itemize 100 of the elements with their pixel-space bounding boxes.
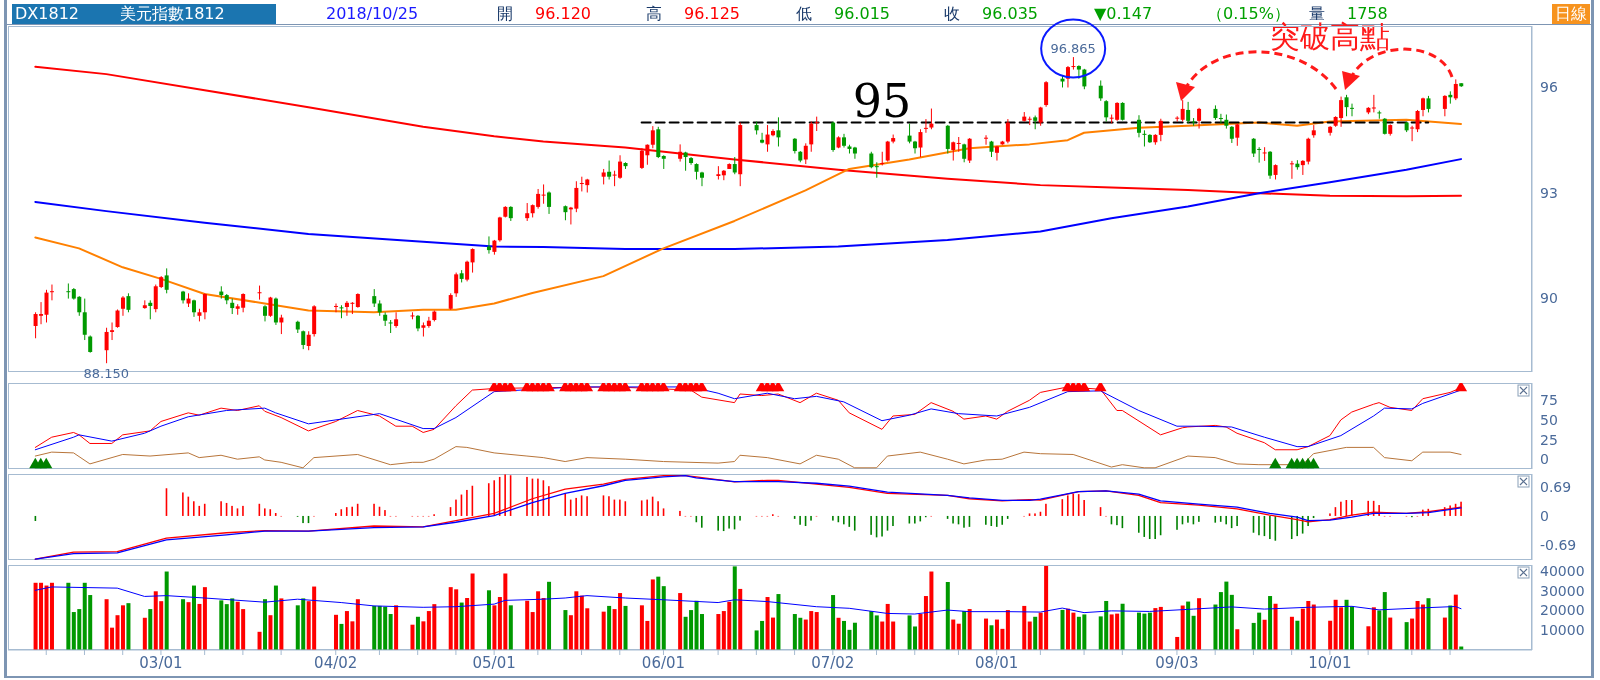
bar bbox=[120, 605, 125, 650]
candlestick bbox=[1218, 113, 1223, 124]
bar bbox=[1175, 636, 1180, 650]
bar bbox=[1442, 617, 1447, 650]
y-tick-label: 30000 bbox=[1540, 582, 1585, 599]
y-tick-label: 93 bbox=[1540, 184, 1558, 201]
bar bbox=[831, 595, 836, 650]
text: 高 96.125 bbox=[646, 4, 740, 23]
bar bbox=[202, 587, 207, 650]
candlestick bbox=[716, 165, 721, 180]
candlestick bbox=[923, 118, 928, 134]
text: 收 96.035 bbox=[944, 4, 1038, 23]
bar bbox=[388, 614, 393, 650]
candlestick bbox=[765, 124, 770, 153]
text: 低 96.015 bbox=[796, 4, 890, 23]
bar bbox=[814, 612, 819, 650]
y-tick-label: 90 bbox=[1540, 290, 1558, 307]
bar bbox=[66, 582, 71, 650]
bar bbox=[918, 614, 923, 650]
bar bbox=[525, 600, 530, 650]
bar bbox=[1005, 610, 1010, 650]
bar bbox=[1382, 592, 1387, 650]
candlestick bbox=[918, 128, 923, 158]
bar bbox=[1027, 621, 1032, 650]
bar bbox=[989, 625, 994, 650]
bar bbox=[459, 602, 464, 650]
candlestick bbox=[874, 161, 879, 179]
candlestick bbox=[907, 123, 912, 144]
candlestick bbox=[120, 295, 125, 317]
bar bbox=[355, 599, 360, 650]
bar bbox=[1197, 598, 1202, 650]
bar bbox=[1388, 617, 1393, 650]
text: （0.15%） bbox=[1207, 4, 1290, 23]
bar bbox=[951, 619, 956, 650]
line-series bbox=[34, 158, 1462, 251]
bar bbox=[470, 573, 475, 650]
candlestick bbox=[1142, 129, 1147, 147]
candlestick bbox=[470, 247, 475, 274]
bar bbox=[334, 614, 339, 650]
x-tick-label: 03/01 bbox=[139, 653, 183, 672]
candlestick bbox=[273, 297, 278, 326]
candlestick bbox=[257, 285, 262, 301]
candlestick bbox=[699, 171, 704, 187]
candlestick bbox=[104, 327, 109, 364]
candlestick bbox=[885, 140, 890, 163]
bar bbox=[1289, 616, 1294, 650]
bar bbox=[421, 621, 426, 650]
line-series bbox=[34, 586, 1462, 615]
bar bbox=[1186, 601, 1191, 650]
candlestick bbox=[945, 124, 950, 155]
bar bbox=[1180, 605, 1185, 650]
candlestick bbox=[678, 143, 683, 163]
bar bbox=[607, 605, 612, 650]
bar bbox=[339, 623, 344, 650]
x-tick-label: 10/01 bbox=[1308, 653, 1352, 672]
bar bbox=[738, 588, 743, 650]
y-tick-label: 0 bbox=[1540, 507, 1549, 524]
candlestick bbox=[776, 116, 781, 147]
candlestick bbox=[994, 145, 999, 162]
bar bbox=[541, 598, 546, 650]
bar bbox=[547, 581, 552, 650]
candlestick bbox=[126, 292, 131, 313]
bar bbox=[1328, 620, 1333, 650]
candlestick bbox=[1197, 107, 1202, 130]
bar bbox=[967, 609, 972, 650]
bar bbox=[415, 616, 420, 650]
bar bbox=[465, 598, 470, 650]
bar bbox=[410, 624, 415, 650]
bar bbox=[1120, 603, 1125, 650]
candlestick bbox=[1344, 94, 1349, 117]
x-tick-label: 07/02 bbox=[811, 653, 855, 672]
bar bbox=[678, 593, 683, 650]
candlestick bbox=[202, 292, 207, 320]
x-tick-label: 04/02 bbox=[314, 653, 358, 672]
bar bbox=[486, 590, 491, 650]
bar bbox=[650, 579, 655, 650]
bar bbox=[1033, 616, 1038, 650]
bar bbox=[394, 605, 399, 650]
bar bbox=[956, 623, 961, 650]
bar bbox=[219, 600, 224, 650]
y-tick-label: -0.69 bbox=[1540, 536, 1577, 553]
candlestick bbox=[148, 299, 153, 320]
candlestick bbox=[164, 267, 169, 294]
annotation: 95 bbox=[852, 73, 912, 128]
candlestick bbox=[1098, 79, 1103, 102]
candlestick bbox=[454, 272, 459, 298]
bar bbox=[945, 582, 950, 650]
candlestick bbox=[497, 216, 502, 243]
y-tick-label: 0.69 bbox=[1540, 478, 1572, 495]
bar bbox=[164, 571, 169, 650]
candlestick bbox=[1076, 64, 1081, 80]
bar bbox=[372, 605, 377, 650]
bar bbox=[126, 603, 131, 650]
bar bbox=[656, 576, 661, 650]
candlestick bbox=[1186, 101, 1191, 124]
candlestick bbox=[1453, 78, 1458, 101]
y-tick-label: 50 bbox=[1540, 411, 1558, 428]
candlestick bbox=[852, 146, 857, 160]
bar bbox=[49, 582, 54, 650]
text: 2018/10/25 bbox=[326, 4, 419, 24]
